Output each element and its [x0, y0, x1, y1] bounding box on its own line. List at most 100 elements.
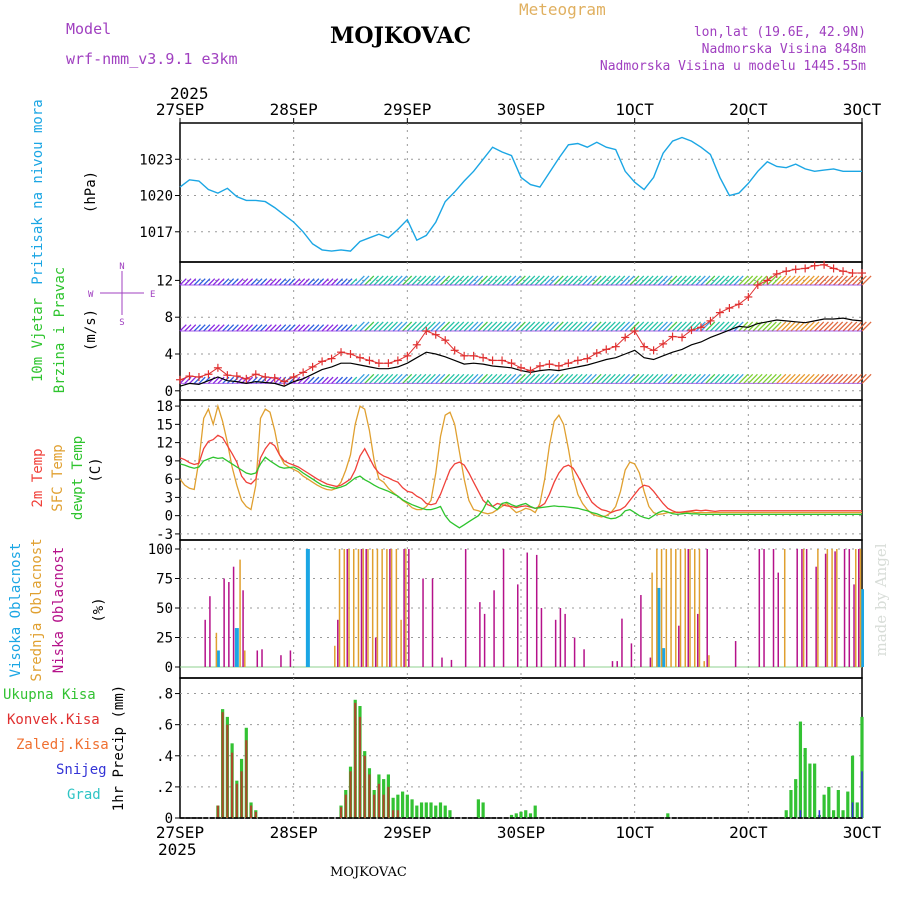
wind-barb	[563, 321, 574, 332]
wind-barb	[847, 321, 858, 332]
wind-barb	[397, 373, 408, 384]
temp-ytick-label: -3	[156, 527, 173, 543]
cloud-low-bar	[403, 549, 405, 667]
precip-total-bar	[405, 794, 409, 818]
precip-total-bar	[666, 813, 670, 818]
precip-total-bar	[855, 802, 859, 818]
wind-barb	[757, 321, 768, 332]
wind-rose-e: E	[150, 290, 155, 300]
wind-barb	[312, 324, 320, 332]
cloud-low-bar	[360, 549, 363, 667]
wind-barb	[681, 275, 692, 286]
precip-total-bar	[400, 791, 405, 818]
wind-barb	[231, 278, 239, 286]
wind-barb	[676, 275, 687, 286]
wind-barb	[861, 275, 872, 286]
cloud-mid-bar	[348, 549, 350, 667]
cloud-low-bar	[526, 552, 528, 667]
wind-barb	[212, 324, 220, 332]
wind-barb	[852, 275, 863, 286]
wind-barb	[785, 373, 796, 384]
wind-barb	[667, 373, 678, 384]
wind-barb	[406, 373, 417, 384]
cloud-low-bar	[573, 637, 576, 667]
wind-barb	[331, 376, 339, 384]
wind-barb	[653, 275, 664, 286]
wind-barb	[288, 324, 296, 332]
wind-barb	[818, 373, 829, 384]
cloud-low-bar	[502, 549, 505, 667]
wind-barb	[548, 321, 559, 332]
cloud-low-bar	[464, 549, 467, 667]
wind-barb	[790, 373, 801, 384]
wind-barb	[520, 321, 531, 332]
wind-barb	[212, 278, 220, 286]
wind-barb	[392, 275, 403, 286]
bottom-date-labels: 27SEP 28SEP 29SEP 30SEP 1OCT 2OCT 3OCT	[156, 823, 882, 842]
wind-barb	[250, 278, 258, 286]
wind-barb	[610, 321, 621, 332]
wind-barb	[506, 275, 517, 286]
cloud-low-bar	[289, 650, 292, 667]
wind-barb	[245, 324, 254, 332]
wind-barb	[814, 321, 825, 332]
cloud-low-bar	[649, 657, 652, 667]
temp-sfc-line	[179, 403, 862, 518]
cloud-low-bar	[559, 608, 562, 667]
wind-barb	[629, 275, 640, 286]
cloud-ytick-label: 75	[156, 572, 173, 588]
precip-total-bar	[850, 755, 855, 818]
wind-barb	[861, 321, 872, 332]
wind-barb	[714, 275, 725, 286]
wind-barb	[804, 373, 815, 384]
precip-total-bar	[860, 716, 864, 818]
cloud-mid-bar	[338, 549, 341, 667]
wind-barb	[828, 275, 839, 286]
top-date-label: 30SEP	[497, 100, 545, 119]
wind-barb	[653, 321, 664, 332]
temp-2m-line	[179, 434, 862, 514]
elevation-label: Nadmorska Visina 848m	[702, 42, 867, 57]
precip-conv-bar	[392, 810, 395, 818]
cloud-mid-bar	[855, 549, 857, 667]
wind-barb	[226, 324, 235, 332]
wind-barb	[719, 321, 730, 332]
wind-barb	[672, 275, 683, 286]
wind-barb	[458, 321, 469, 332]
wind-barb	[809, 321, 820, 332]
wind-barb	[553, 373, 564, 384]
wind-barb	[364, 321, 375, 332]
wind-barb	[520, 373, 531, 384]
wind-rose-legend: N S W E	[88, 262, 155, 328]
precip-conv-bar	[396, 810, 399, 818]
top-date-label: 2OCT	[729, 100, 768, 119]
model-label: Model	[66, 20, 111, 38]
precip-total-label: Ukupna Kisa	[3, 687, 96, 703]
wind-barb	[615, 275, 626, 286]
precip-total-bar	[841, 810, 845, 818]
wind-barb	[203, 324, 211, 332]
cloud-low-bar	[374, 637, 377, 667]
wind-barb	[506, 373, 517, 384]
wind-barb	[804, 275, 815, 286]
wind-barb	[501, 321, 512, 332]
wind-barb	[856, 373, 867, 384]
wind-barb	[686, 275, 697, 286]
wind-barb	[700, 373, 711, 384]
wind-barb	[833, 373, 844, 384]
wind-barb	[468, 275, 479, 286]
wind-barb	[601, 275, 612, 286]
cloud-low-bar	[228, 582, 230, 667]
wind-barb	[586, 321, 597, 332]
wind-barb	[553, 275, 564, 286]
wind-barb	[354, 321, 365, 332]
wind-barb	[539, 275, 550, 286]
wind-barb	[511, 321, 522, 332]
bottom-date-label: 28SEP	[270, 823, 318, 842]
wind-barb	[728, 373, 739, 384]
cloud-low-bar	[858, 549, 860, 667]
wind-barb	[856, 275, 867, 286]
cloud-low-bar	[834, 551, 836, 667]
wind-barb	[672, 373, 683, 384]
